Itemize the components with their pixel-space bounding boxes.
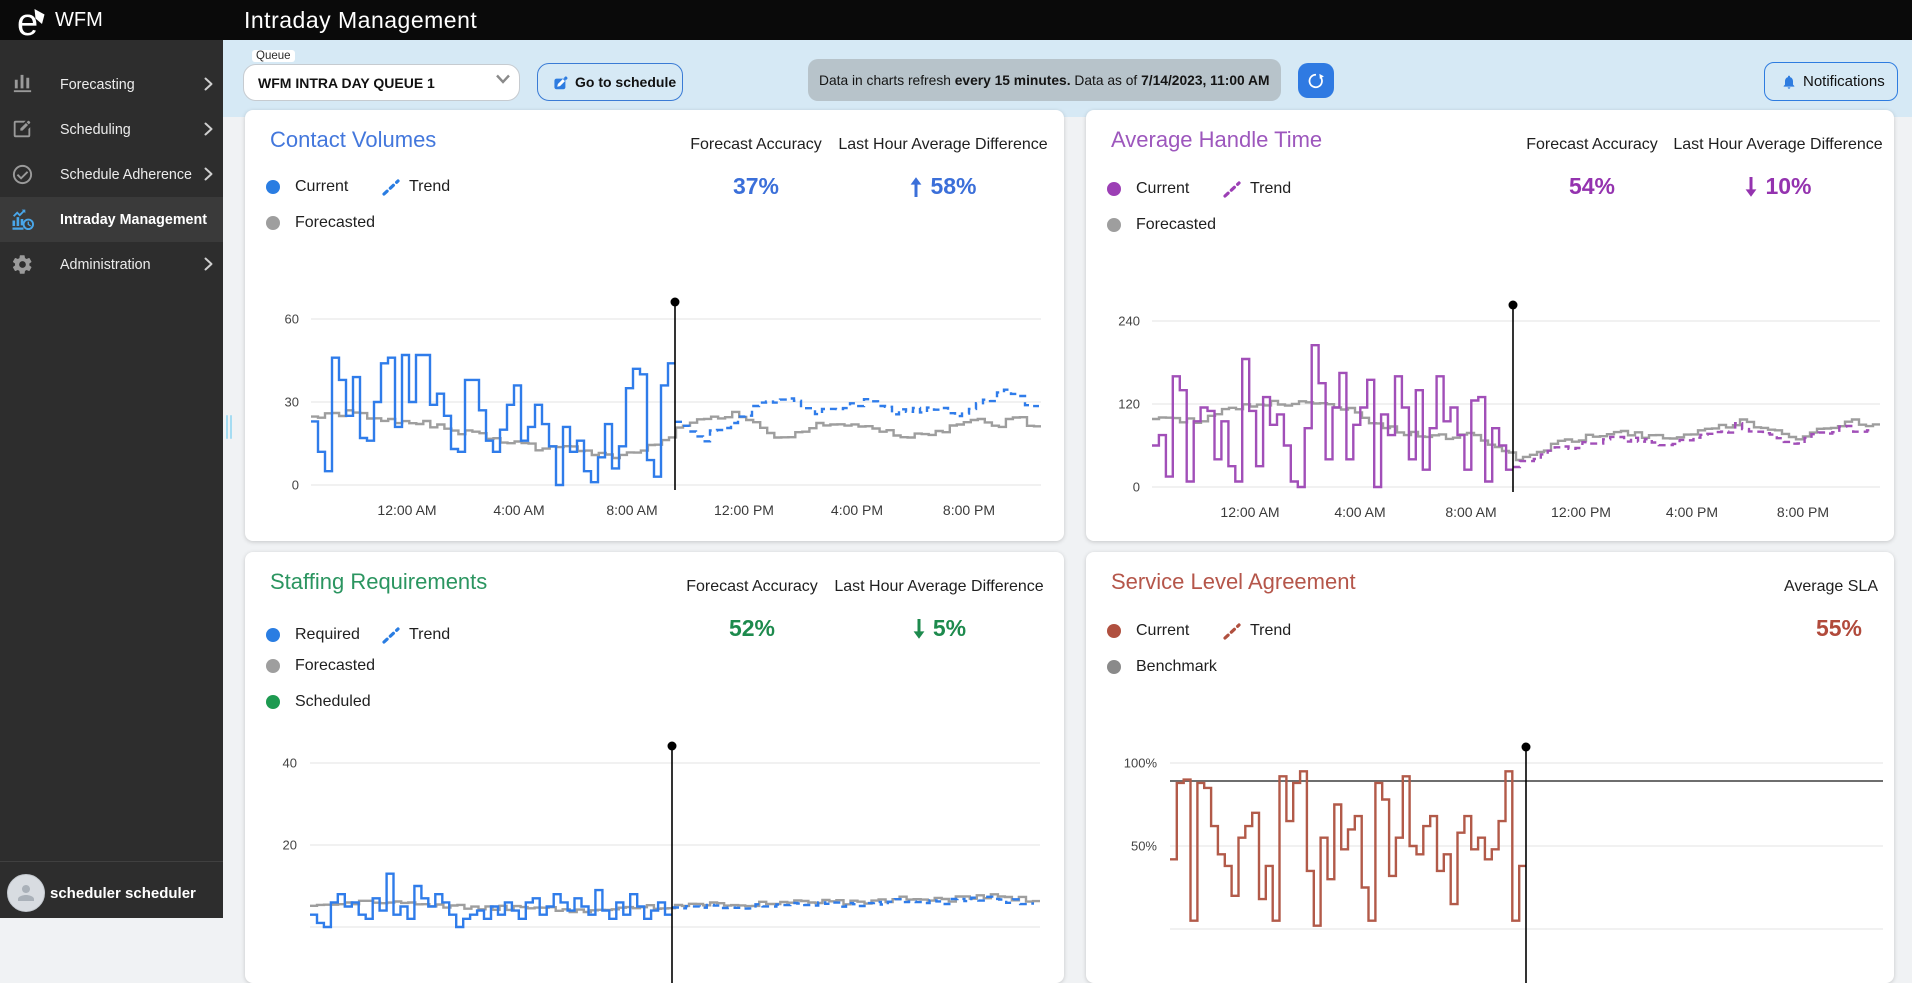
svg-text:12:00 PM: 12:00 PM (714, 502, 774, 518)
svg-text:4:00 AM: 4:00 AM (1334, 504, 1385, 520)
svg-text:4:00 PM: 4:00 PM (1666, 504, 1718, 520)
svg-text:240: 240 (1118, 314, 1140, 329)
svg-text:8:00 AM: 8:00 AM (1445, 504, 1496, 520)
svg-text:40: 40 (283, 756, 297, 771)
svg-text:12:00 PM: 12:00 PM (1551, 504, 1611, 520)
svg-text:100%: 100% (1124, 756, 1158, 771)
svg-text:0: 0 (292, 478, 299, 493)
svg-text:4:00 AM: 4:00 AM (493, 502, 544, 518)
svg-text:60: 60 (285, 312, 299, 327)
svg-text:50%: 50% (1131, 839, 1157, 854)
svg-text:12:00 AM: 12:00 AM (377, 502, 436, 518)
svg-text:8:00 PM: 8:00 PM (1777, 504, 1829, 520)
svg-text:20: 20 (283, 838, 297, 853)
svg-text:12:00 AM: 12:00 AM (1220, 504, 1279, 520)
svg-text:0: 0 (1133, 480, 1140, 495)
svg-text:8:00 AM: 8:00 AM (606, 502, 657, 518)
svg-text:e: e (17, 2, 38, 40)
svg-text:120: 120 (1118, 397, 1140, 412)
svg-text:4:00 PM: 4:00 PM (831, 502, 883, 518)
svg-text:8:00 PM: 8:00 PM (943, 502, 995, 518)
svg-text:30: 30 (285, 395, 299, 410)
